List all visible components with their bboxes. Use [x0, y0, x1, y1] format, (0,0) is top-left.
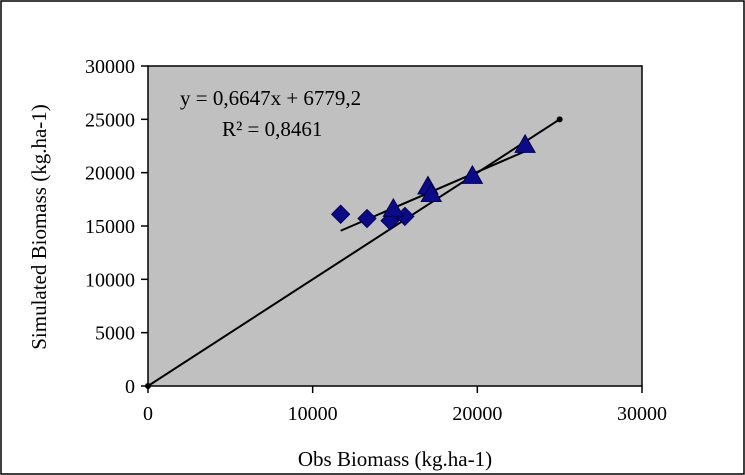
y-tick-label: 10000: [85, 269, 135, 291]
x-tick-label: 30000: [617, 403, 667, 425]
r-squared-label: R² = 0,8461: [222, 117, 322, 141]
triangle-point: [461, 164, 484, 184]
y-axis-title: Simulated Biomass (kg.ha-1): [27, 104, 51, 350]
triangle-point: [420, 182, 443, 202]
reference-line-endpoint: [556, 116, 563, 123]
triangle-point: [514, 133, 536, 153]
y-tick-label: 30000: [85, 56, 135, 78]
reference-line-endpoint: [145, 383, 151, 389]
x-axis-title: Obs Biomass (kg.ha-1): [298, 447, 492, 471]
axes: 0 5000 10000 15000 20000 25000 30000 0 10000 2000…: [85, 56, 667, 425]
reference-line: [147, 118, 561, 387]
y-tick-label: 25000: [85, 109, 135, 131]
diamond-point: [330, 204, 351, 224]
data-points: [330, 133, 536, 231]
y-tick-label: 15000: [85, 216, 135, 238]
y-tick-label: 20000: [85, 163, 135, 185]
y-tick-label: 0: [125, 376, 135, 398]
x-tick-label: 10000: [288, 403, 338, 425]
triangle-point: [382, 197, 405, 217]
x-tick-label: 0: [143, 403, 153, 425]
diamond-point: [357, 208, 377, 229]
trendline-equation: y = 0,6647x + 6779,2: [180, 86, 361, 110]
x-tick-label: 20000: [452, 403, 502, 425]
y-tick-label: 5000: [95, 323, 135, 345]
